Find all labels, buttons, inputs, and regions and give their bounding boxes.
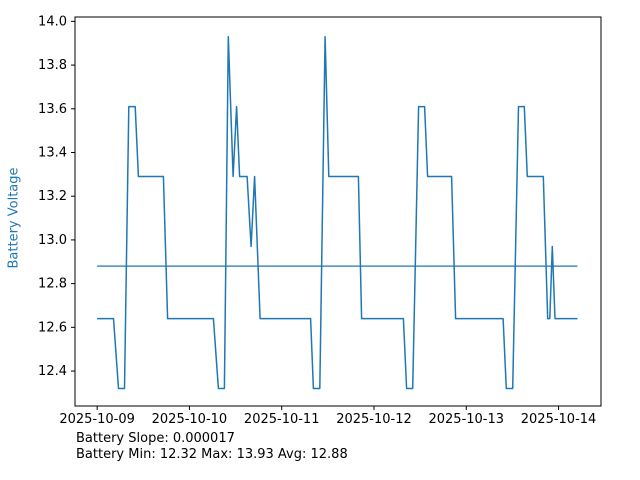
y-tick-label: 12.6 [38,320,67,335]
y-tick-label: 13.6 [38,102,67,117]
y-tick-label: 14.0 [38,14,67,29]
y-axis-label: Battery Voltage [6,167,22,269]
y-tick-label: 13.2 [38,189,67,204]
y-tick-label: 13.4 [38,145,67,160]
x-tick-label: 2025-10-14 [521,412,597,427]
x-tick-label: 2025-10-11 [244,412,320,427]
x-tick-label: 2025-10-13 [428,412,504,427]
y-tick-label: 12.4 [38,364,67,379]
x-tick-label: 2025-10-10 [152,412,228,427]
footer-slope-text: Battery Slope: 0.000017 [76,431,235,446]
y-tick-label: 12.8 [38,277,67,292]
plot-border [74,16,602,407]
x-tick-label: 2025-10-09 [59,412,135,427]
y-tick-label: 13.0 [38,233,67,248]
footer-stats-text: Battery Min: 12.32 Max: 13.93 Avg: 12.88 [76,447,348,462]
battery-voltage-line [97,35,578,390]
x-tick-label: 2025-10-12 [336,412,412,427]
y-tick-label: 13.8 [38,58,67,73]
